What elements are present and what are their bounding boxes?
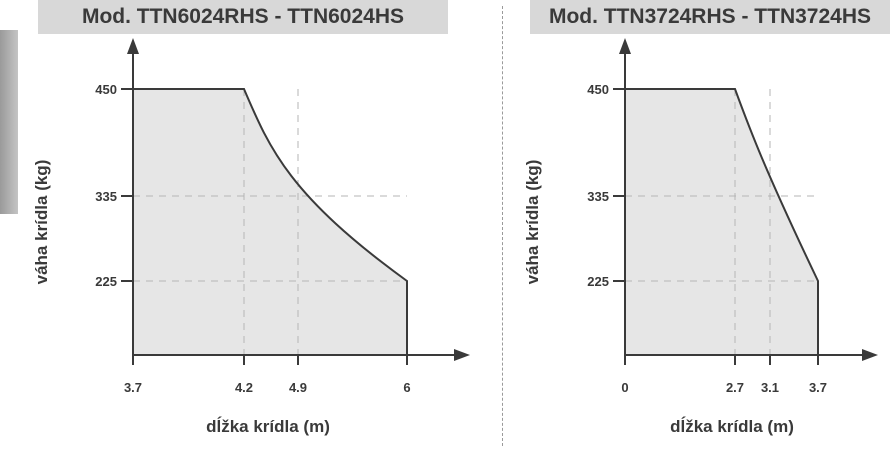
x-axis-arrow [862, 349, 878, 361]
x-axis-title: dĺžka krídla (m) [670, 416, 794, 436]
x-tick-label: 2.7 [726, 380, 744, 395]
x-axis-title: dĺžka krídla (m) [206, 416, 330, 436]
y-tick-label: 335 [587, 189, 609, 204]
y-tick-label: 450 [95, 82, 117, 97]
x-tick-label: 4.2 [235, 380, 253, 395]
y-tick-label: 335 [95, 189, 117, 204]
y-tick-label: 450 [587, 82, 609, 97]
area-fill [133, 89, 407, 355]
chart-title-left: Mod. TTN6024RHS - TTN6024HS [38, 0, 448, 34]
area-fill [625, 89, 818, 355]
y-tick-label: 225 [95, 274, 117, 289]
x-tick-label: 3.1 [761, 380, 779, 395]
series-line [625, 88, 819, 355]
x-tick-label: 0 [621, 380, 628, 395]
series-line [133, 88, 408, 355]
y-axis-arrow [127, 38, 139, 54]
x-tick-label: 6 [403, 380, 410, 395]
x-tick-label: 3.7 [124, 380, 142, 395]
y-axis-arrow [619, 38, 631, 54]
y-axis-title: váha krídla (kg) [523, 160, 542, 285]
side-tab [0, 30, 18, 214]
y-tick-label: 225 [587, 274, 609, 289]
x-tick-label: 3.7 [809, 380, 827, 395]
x-axis-arrow [454, 349, 470, 361]
x-tick-label: 4.9 [289, 380, 307, 395]
chart-title-right: Mod. TTN3724RHS - TTN3724HS [530, 0, 890, 34]
y-axis-title: váha krídla (kg) [32, 160, 51, 285]
panel-divider [502, 6, 503, 446]
